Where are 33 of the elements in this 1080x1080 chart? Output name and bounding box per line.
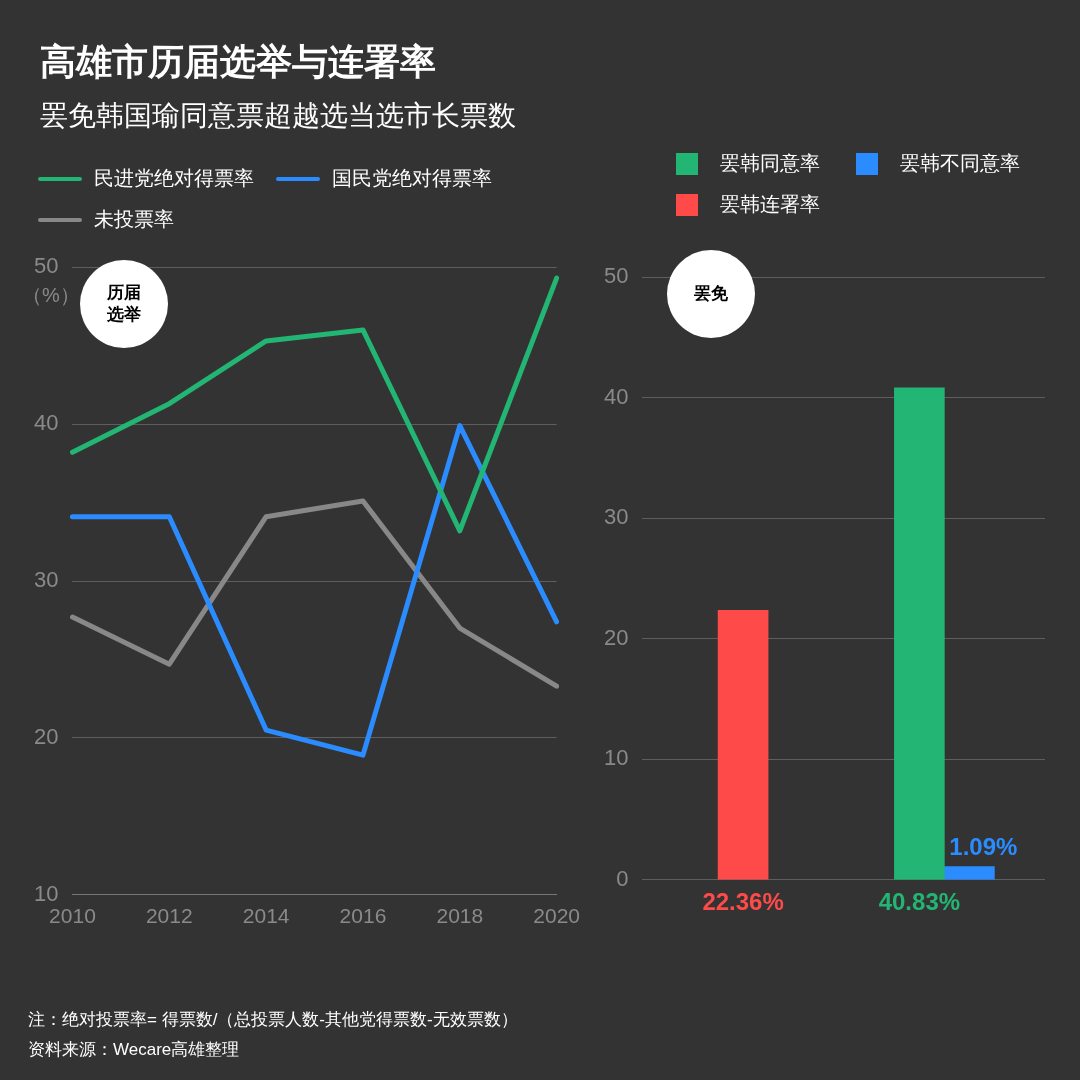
x-tick-label: 2018 xyxy=(436,904,484,928)
x-tick-label: 2014 xyxy=(242,904,290,928)
legend-label: 罢韩不同意率 xyxy=(900,151,1020,176)
x-tick-label: 2016 xyxy=(339,904,387,928)
y-axis-title: （%） xyxy=(22,283,80,308)
x-tick-label: 2020 xyxy=(533,904,580,928)
y-tick-label: 40 xyxy=(33,410,59,436)
y-tick-label: 20 xyxy=(33,723,59,749)
y-tick-label: 20 xyxy=(603,624,629,650)
x-tick-label: 2010 xyxy=(49,904,96,928)
circle-badge: 历届选举 xyxy=(80,260,168,348)
legend-label: 罢韩同意率 xyxy=(720,151,820,176)
x-tick-label: 2012 xyxy=(145,904,193,928)
y-tick-label: 50 xyxy=(603,263,629,289)
legend-label: 国民党绝对得票率 xyxy=(332,166,492,191)
chart-subtitle: 罢免韩国瑜同意票超越选当选市长票数 xyxy=(40,99,516,133)
y-tick-label: 50 xyxy=(33,253,59,279)
legend-label: 罢韩连署率 xyxy=(720,192,820,217)
y-tick-label: 30 xyxy=(603,504,629,530)
y-tick-label: 10 xyxy=(33,880,59,906)
legend-label: 未投票率 xyxy=(94,207,174,232)
data-label: 40.83% xyxy=(878,887,961,915)
data-label: 1.09% xyxy=(949,833,1018,861)
text: 资料来源：Wecare高雄整理 xyxy=(28,1039,240,1061)
y-tick-label: 0 xyxy=(616,865,629,891)
legend-label: 民进党绝对得票率 xyxy=(94,166,254,191)
circle-badge: 罢免 xyxy=(667,250,755,338)
y-tick-label: 10 xyxy=(603,745,629,771)
y-tick-label: 30 xyxy=(33,567,59,593)
chart-title: 高雄市历届选举与连署率 xyxy=(40,40,436,84)
data-label: 22.36% xyxy=(702,887,784,915)
y-tick-label: 40 xyxy=(603,383,629,409)
text: 注：绝对投票率= 得票数/（总投票人数-其他党得票数-无效票数） xyxy=(28,1009,518,1031)
